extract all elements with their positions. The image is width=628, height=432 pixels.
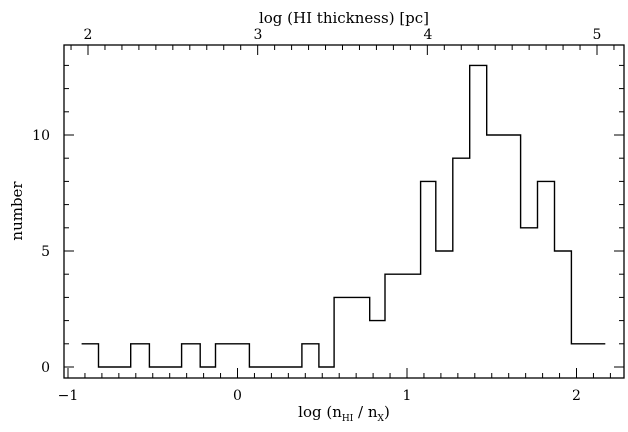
histogram-bin bbox=[385, 274, 421, 367]
histogram-step-line bbox=[81, 64, 606, 368]
histogram-bin bbox=[215, 344, 249, 367]
x-tick-label: 0 bbox=[233, 388, 242, 404]
histogram-bins bbox=[82, 65, 606, 367]
histogram-bin bbox=[82, 344, 99, 367]
top-tick-label: 3 bbox=[254, 27, 263, 43]
x-axis-title: log (nHI / nX) bbox=[298, 403, 390, 424]
top-tick-label: 5 bbox=[593, 27, 602, 43]
histogram-bin bbox=[182, 344, 201, 367]
top-tick-label: 4 bbox=[424, 27, 433, 43]
histogram-bin bbox=[571, 344, 605, 367]
histogram-bin bbox=[131, 344, 150, 367]
histogram-bin bbox=[370, 321, 385, 367]
x-axis-title-mid: / n bbox=[353, 403, 378, 421]
top-tick-label: 2 bbox=[84, 27, 93, 43]
histogram-bin bbox=[421, 181, 436, 367]
histogram-bin bbox=[538, 181, 555, 367]
top-axis-title: log (HI thickness) [pc] bbox=[259, 9, 429, 27]
x-tick-label: 2 bbox=[572, 388, 581, 404]
x-tick-label: 1 bbox=[403, 388, 412, 404]
y-axis-title: number bbox=[8, 181, 26, 241]
y-tick-label: 5 bbox=[41, 244, 50, 260]
histogram-bin bbox=[334, 297, 370, 367]
y-tick-label: 10 bbox=[32, 128, 50, 144]
x-axis-title-sub2: X bbox=[378, 414, 385, 424]
histogram-bin bbox=[521, 228, 538, 367]
histogram-bin bbox=[436, 251, 453, 367]
histogram-bin bbox=[302, 344, 319, 367]
x-axis-title-end: ) bbox=[384, 403, 390, 421]
histogram-bin bbox=[554, 251, 571, 367]
histogram-bin bbox=[487, 135, 521, 367]
y-tick-label: 0 bbox=[41, 360, 50, 376]
x-tick-label: −1 bbox=[58, 388, 79, 404]
x-axis-title-sub1: HI bbox=[342, 414, 354, 424]
plot-frame bbox=[63, 44, 625, 379]
axis-ticks bbox=[64, 45, 624, 378]
tick-labels: −1 0 1 2 0 5 10 2 3 4 5 bbox=[32, 27, 601, 404]
histogram-bin bbox=[470, 65, 487, 367]
histogram-bin bbox=[453, 158, 470, 367]
x-axis-title-main: log (n bbox=[298, 403, 342, 421]
